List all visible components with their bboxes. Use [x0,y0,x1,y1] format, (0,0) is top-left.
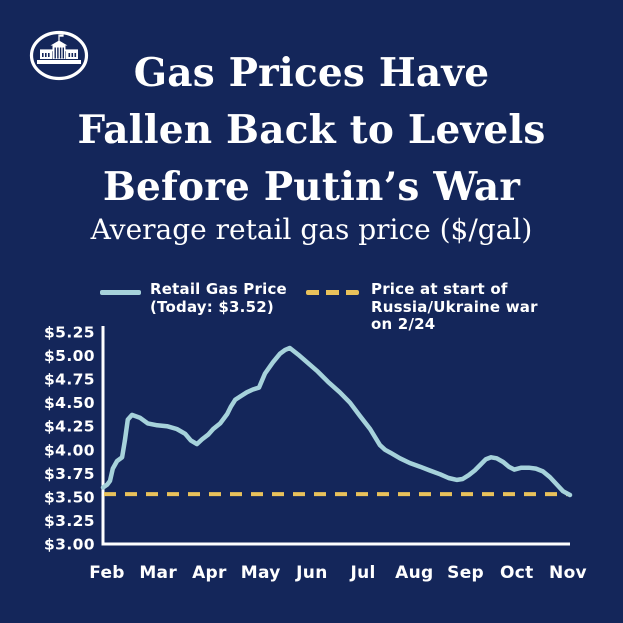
retail-gas-price-legend-label: Retail Gas Price (Today: $3.52) [150,280,287,316]
x-tick-label: May [241,563,281,583]
retail-gas-price-line [100,345,573,498]
title-line-2: Fallen Back to Levels [77,107,546,153]
retail-gas-price-line-swatch-icon [100,290,141,295]
y-tick-label: $4.75 [44,371,95,389]
x-tick-label: Aug [395,563,433,583]
x-tick-label: Mar [139,563,177,583]
x-axis-tick-labels: Feb Mar Apr May Jun Jul Aug Sep Oct Nov [89,563,587,583]
y-tick-label: $4.25 [44,418,95,436]
title-line-1: Gas Prices Have [133,50,490,96]
y-tick-label: $3.50 [44,488,95,506]
y-tick-label: $5.00 [44,347,95,365]
y-tick-label: $5.25 [44,324,95,342]
white-house-logo-icon [29,30,89,81]
y-tick-label: $3.25 [44,512,95,530]
x-tick-label: Jul [350,563,376,583]
x-tick-label: Nov [549,563,587,583]
retail-price-polyline [100,345,573,498]
y-axis-tick-labels: $5.25 $5.00 $4.75 $4.50 $4.25 $4.00 $3.75 $3.50… [44,324,95,554]
axis-line [101,326,570,546]
x-tick-label: Sep [447,563,484,583]
page-title: Gas Prices Have Fallen Back to Levels Be… [0,45,623,216]
y-tick-label: $4.00 [44,441,95,459]
y-tick-label: $4.50 [44,394,95,412]
war-start-dashed-line-swatch-icon [306,290,359,295]
title-line-3: Before Putin’s War [102,164,521,210]
y-tick-label: $3.75 [44,465,95,483]
x-tick-label: Jun [295,563,327,583]
x-tick-label: Apr [192,563,227,583]
y-tick-label: $3.00 [44,536,95,554]
x-tick-label: Oct [500,563,534,583]
chart-axes [101,326,570,546]
x-tick-label: Feb [89,563,125,583]
chart-subtitle: Average retail gas price ($/gal) [90,213,533,246]
war-start-legend-label: Price at start of Russia/Ukraine war on … [371,280,538,333]
